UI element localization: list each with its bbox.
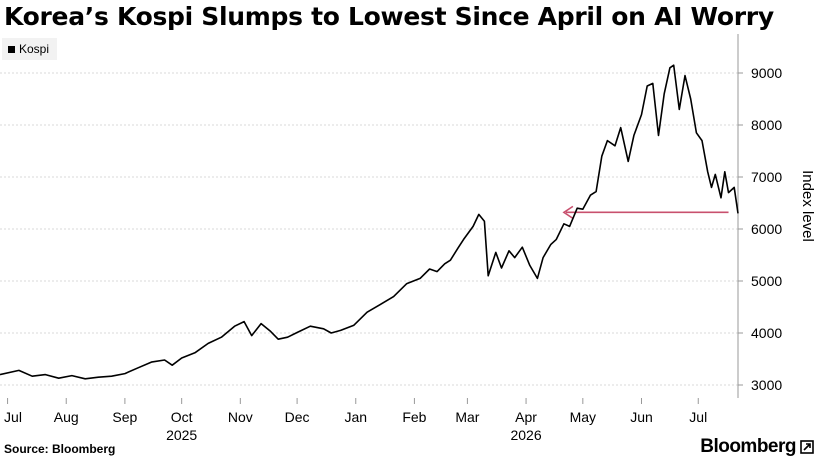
x-axis: Jul Aug Sep Oct 2025 Nov Dec Jan Feb Mar Apr 2026 Ma… — [4, 398, 707, 443]
y-axis-label: Index level — [799, 170, 816, 242]
y-tick-label: 7000 — [751, 169, 782, 185]
x-tick-year-label: 2026 — [510, 427, 541, 443]
x-tick-label: Sep — [112, 409, 137, 425]
y-tick-label: 5000 — [751, 273, 782, 289]
legend-swatch-kospi — [8, 45, 15, 53]
y-tick-label: 8000 — [751, 117, 782, 133]
brand-mark-icon — [800, 440, 814, 454]
y-tick-label: 9000 — [751, 65, 782, 81]
annotations — [562, 205, 729, 220]
x-tick-label: Jun — [630, 409, 653, 425]
y-tick-label: 3000 — [751, 377, 782, 393]
x-tick-label: Feb — [402, 409, 426, 425]
series-line-kospi — [0, 64, 739, 380]
x-tick-label: Jul — [4, 409, 22, 425]
grid-lines — [0, 72, 738, 386]
x-tick-label: Jan — [344, 409, 367, 425]
legend: Kospi — [2, 38, 58, 60]
x-tick-label: Oct — [171, 409, 193, 425]
x-tick-label: Aug — [54, 409, 79, 425]
y-axis: 3000 4000 5000 6000 7000 8000 9000 — [738, 65, 782, 393]
x-tick-year-label: 2025 — [166, 427, 197, 443]
y-tick-label: 4000 — [751, 325, 782, 341]
x-tick-label: Mar — [455, 409, 479, 425]
arrow-annotation-head — [562, 205, 574, 220]
x-tick-label: Dec — [285, 409, 310, 425]
brand-name: Bloomberg — [700, 436, 796, 457]
x-tick-label: Jul — [689, 409, 707, 425]
brand-logo: Bloomberg — [700, 436, 814, 458]
y-tick-label: 6000 — [751, 221, 782, 237]
chart-title: Korea’s Kospi Slumps to Lowest Since Apr… — [4, 2, 774, 31]
x-tick-label: Nov — [228, 409, 253, 425]
legend-label-kospi: Kospi — [19, 42, 50, 56]
source-note: Source: Bloomberg — [4, 442, 116, 456]
x-tick-label: Apr — [515, 409, 537, 425]
x-tick-label: May — [570, 409, 596, 425]
